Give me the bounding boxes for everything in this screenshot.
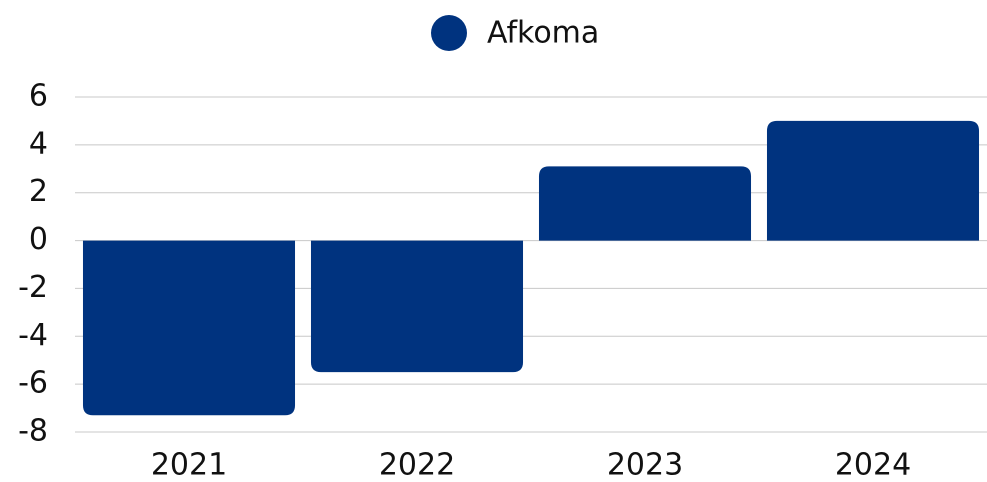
bar xyxy=(538,166,752,241)
y-tick-label: -8 xyxy=(18,414,48,449)
y-tick-label: 6 xyxy=(29,79,48,114)
y-tick-label: -4 xyxy=(18,318,48,353)
x-tick-label: 2021 xyxy=(151,448,227,482)
y-tick-label: 4 xyxy=(29,126,48,161)
y-tick-label: 0 xyxy=(29,222,48,257)
y-tick-label: 2 xyxy=(29,174,48,209)
y-tick-label: -6 xyxy=(18,366,48,401)
y-tick-label: -2 xyxy=(18,270,48,305)
bar xyxy=(82,240,296,416)
bar xyxy=(310,240,524,373)
legend-swatch xyxy=(431,15,467,51)
x-tick-label: 2022 xyxy=(379,448,455,482)
bar xyxy=(766,120,980,241)
x-tick-label: 2023 xyxy=(607,448,683,482)
x-tick-label: 2024 xyxy=(835,448,911,482)
legend-label: Afkoma xyxy=(487,16,599,51)
